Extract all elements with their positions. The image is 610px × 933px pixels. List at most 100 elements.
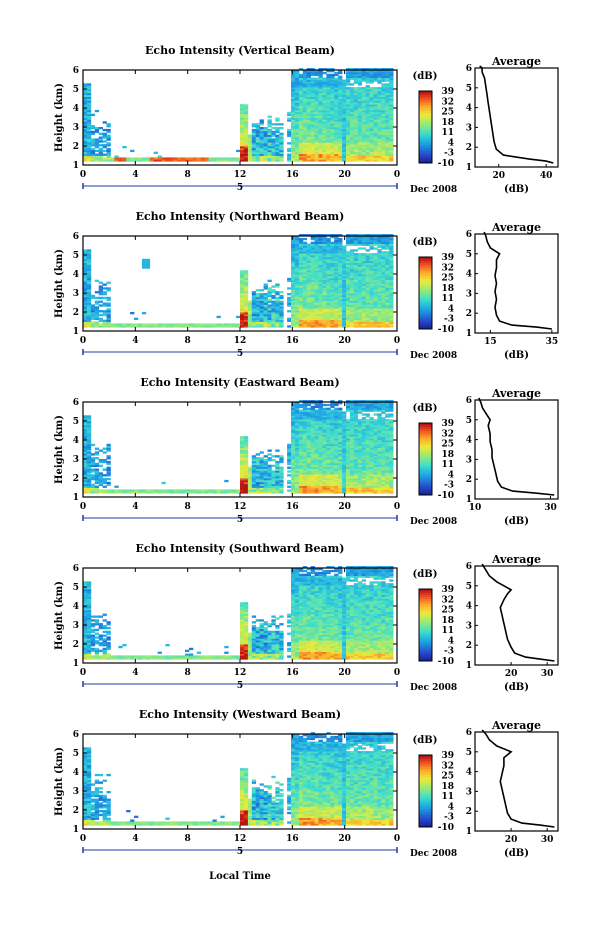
- heatmap-cell: [95, 463, 99, 465]
- heatmap-cell: [103, 140, 107, 142]
- heatmap-cell: [315, 78, 319, 80]
- heatmap-cell: [334, 78, 338, 80]
- heatmap-cell: [268, 299, 272, 301]
- heatmap-cell: [142, 323, 146, 325]
- heatmap-cell: [236, 489, 240, 491]
- heatmap-cell: [99, 323, 103, 325]
- heatmap-cell: [95, 448, 99, 450]
- y-tick-label: 3: [73, 123, 79, 133]
- heatmap-cell: [91, 304, 95, 306]
- heatmap-cell: [374, 253, 378, 255]
- heatmap-cell: [303, 238, 307, 240]
- profile-y-tick-label: 6: [466, 230, 472, 240]
- heatmap-cell: [330, 74, 334, 76]
- heatmap-cell: [95, 154, 99, 156]
- heatmap-cell: [107, 461, 111, 463]
- heatmap-cell: [252, 291, 256, 293]
- heatmap-cell: [111, 323, 115, 325]
- heatmap-cell: [95, 297, 99, 299]
- heatmap-cell: [169, 157, 173, 159]
- heatmap-cell: [287, 325, 291, 327]
- heatmap-cell: [228, 489, 232, 491]
- heatmap-cell: [197, 157, 201, 159]
- heatmap-cell: [91, 138, 95, 140]
- colorbar-tick-label: 25: [441, 108, 454, 118]
- profile-x-axis-label: (dB): [504, 350, 529, 361]
- heatmap-cell: [236, 157, 240, 159]
- heatmap-cell: [268, 280, 272, 282]
- heatmap-cell: [91, 453, 95, 455]
- heatmap-cell: [165, 157, 169, 159]
- profile-y-tick-label: 6: [466, 64, 472, 74]
- profile-y-tick-label: 4: [466, 104, 472, 114]
- heatmap-cell: [346, 251, 350, 253]
- y-axis-label: Height (km): [54, 249, 65, 318]
- heatmap-cell: [252, 129, 256, 131]
- heatmap-cell: [346, 419, 350, 421]
- heatmap-cell: [122, 489, 126, 491]
- heatmap-cell: [95, 457, 99, 459]
- heatmap-cell: [107, 282, 111, 284]
- heatmap-cell: [95, 150, 99, 152]
- heatmap-cell: [385, 251, 389, 253]
- heatmap-cell: [201, 323, 205, 325]
- heatmap-cell: [252, 455, 256, 457]
- heatmap-cell: [256, 453, 260, 455]
- heatmap-cell: [181, 323, 185, 325]
- heatmap-cell: [217, 316, 221, 318]
- heatmap-cell: [260, 289, 264, 291]
- heatmap-cell: [103, 287, 107, 289]
- heatmap-cell: [146, 259, 150, 261]
- heatmap-cell: [103, 157, 107, 159]
- heatmap-cell: [130, 489, 134, 491]
- heatmap-cell: [181, 157, 185, 159]
- heatmap-cell: [338, 408, 342, 410]
- heatmap-cell: [236, 150, 240, 152]
- heatmap-cell: [103, 310, 107, 312]
- x-tick-label: 12: [234, 170, 247, 180]
- heatmap-cell: [236, 316, 240, 318]
- heatmap-cell: [209, 157, 213, 159]
- heatmap-cell: [95, 322, 99, 324]
- heatmap-cell: [271, 465, 275, 467]
- heatmap-cell: [95, 486, 99, 488]
- heatmap-cell: [146, 323, 150, 325]
- heatmap-cell: [299, 404, 303, 406]
- colorbar-tick-label: 4: [448, 304, 454, 314]
- heatmap-cell: [322, 404, 326, 406]
- heatmap-cell: [134, 489, 138, 491]
- heatmap-cell: [342, 412, 346, 414]
- heatmap-cell: [362, 247, 366, 249]
- heatmap-cell: [232, 323, 236, 325]
- heatmap-cell: [134, 318, 138, 320]
- heatmap-cell: [126, 157, 130, 159]
- heatmap-cell: [311, 406, 315, 408]
- heatmap-cell: [279, 295, 283, 297]
- heatmap-cell: [99, 450, 103, 452]
- heatmap-cell: [185, 157, 189, 159]
- colorbar-tick-label: -3: [444, 315, 454, 325]
- colorbar-tick-label: 39: [441, 87, 454, 97]
- heatmap-cell: [83, 83, 87, 85]
- colorbar-label: (dB): [413, 71, 438, 82]
- heatmap-cell: [99, 127, 103, 129]
- heatmap-cell: [150, 157, 154, 159]
- x-tick-label: 0: [394, 336, 400, 346]
- profile-x-tick-label: 35: [546, 337, 559, 347]
- profile-x-tick-label: 15: [484, 337, 497, 347]
- profile-frame: [475, 234, 558, 333]
- heatmap-cell: [193, 157, 197, 159]
- heatmap-cell: [197, 323, 201, 325]
- heatmap-cell: [326, 404, 330, 406]
- heatmap-cell: [279, 133, 283, 135]
- heatmap-cell: [220, 323, 224, 325]
- colorbar-tick-label: -10: [438, 159, 454, 169]
- heatmap-cell: [107, 129, 111, 131]
- heatmap-cell: [307, 244, 311, 246]
- heatmap-cell: [228, 157, 232, 159]
- profile-line: [484, 232, 552, 329]
- heatmap-cell: [91, 295, 95, 297]
- heatmap-cell: [87, 83, 91, 85]
- heatmap-cell: [103, 121, 107, 123]
